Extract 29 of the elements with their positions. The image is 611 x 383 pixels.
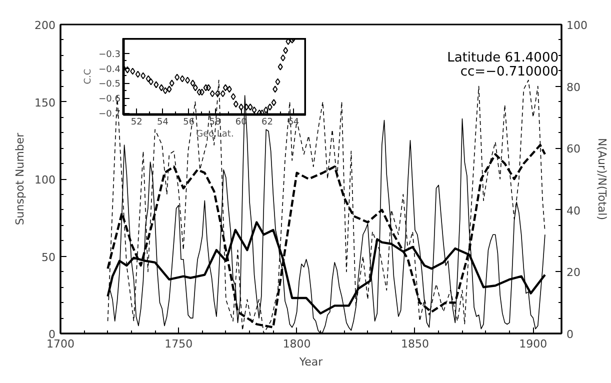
y-axis-title: C.C (84, 68, 94, 84)
y-tick-label: −0.3 (98, 50, 121, 60)
y-tick-label: 100 (34, 174, 56, 186)
x-tick-label: 1900 (519, 338, 548, 350)
y2-tick-label: 60 (566, 142, 580, 156)
x-tick-label: 62 (262, 118, 274, 128)
y-axis-title: Sunspot Number (14, 132, 27, 226)
annotation: cc=−0.710000 (460, 64, 558, 80)
x-tick-label: 1850 (400, 338, 429, 350)
annotation: Latitude 61.4000 (447, 50, 559, 66)
y-tick-label: −0.5 (98, 80, 121, 90)
y-tick-label: −0.6 (98, 94, 121, 105)
x-tick-label: 56 (183, 118, 195, 128)
y-tick-label: 150 (34, 96, 56, 110)
y2-tick-label: 40 (566, 204, 580, 218)
y2-tick-label: 100 (566, 19, 588, 32)
x-tick-label: 1750 (164, 338, 193, 350)
x-tick-label: 52 (130, 118, 142, 128)
y2-axis-title: N(Aur)/N(Total) (595, 138, 608, 220)
y2-tick-label: 20 (566, 266, 580, 280)
x-tick-label: 1800 (282, 338, 311, 350)
y-tick-label: 200 (34, 19, 56, 32)
y-tick-label: −0.4 (98, 64, 121, 75)
x-tick-label: 54 (156, 118, 169, 128)
y-tick-label: 50 (42, 250, 56, 264)
y2-tick-label: 80 (566, 80, 580, 94)
y-tick-label: −0.7 (98, 110, 121, 120)
y2-tick-label: 0 (566, 328, 574, 341)
x-axis-title: Year (298, 356, 324, 368)
